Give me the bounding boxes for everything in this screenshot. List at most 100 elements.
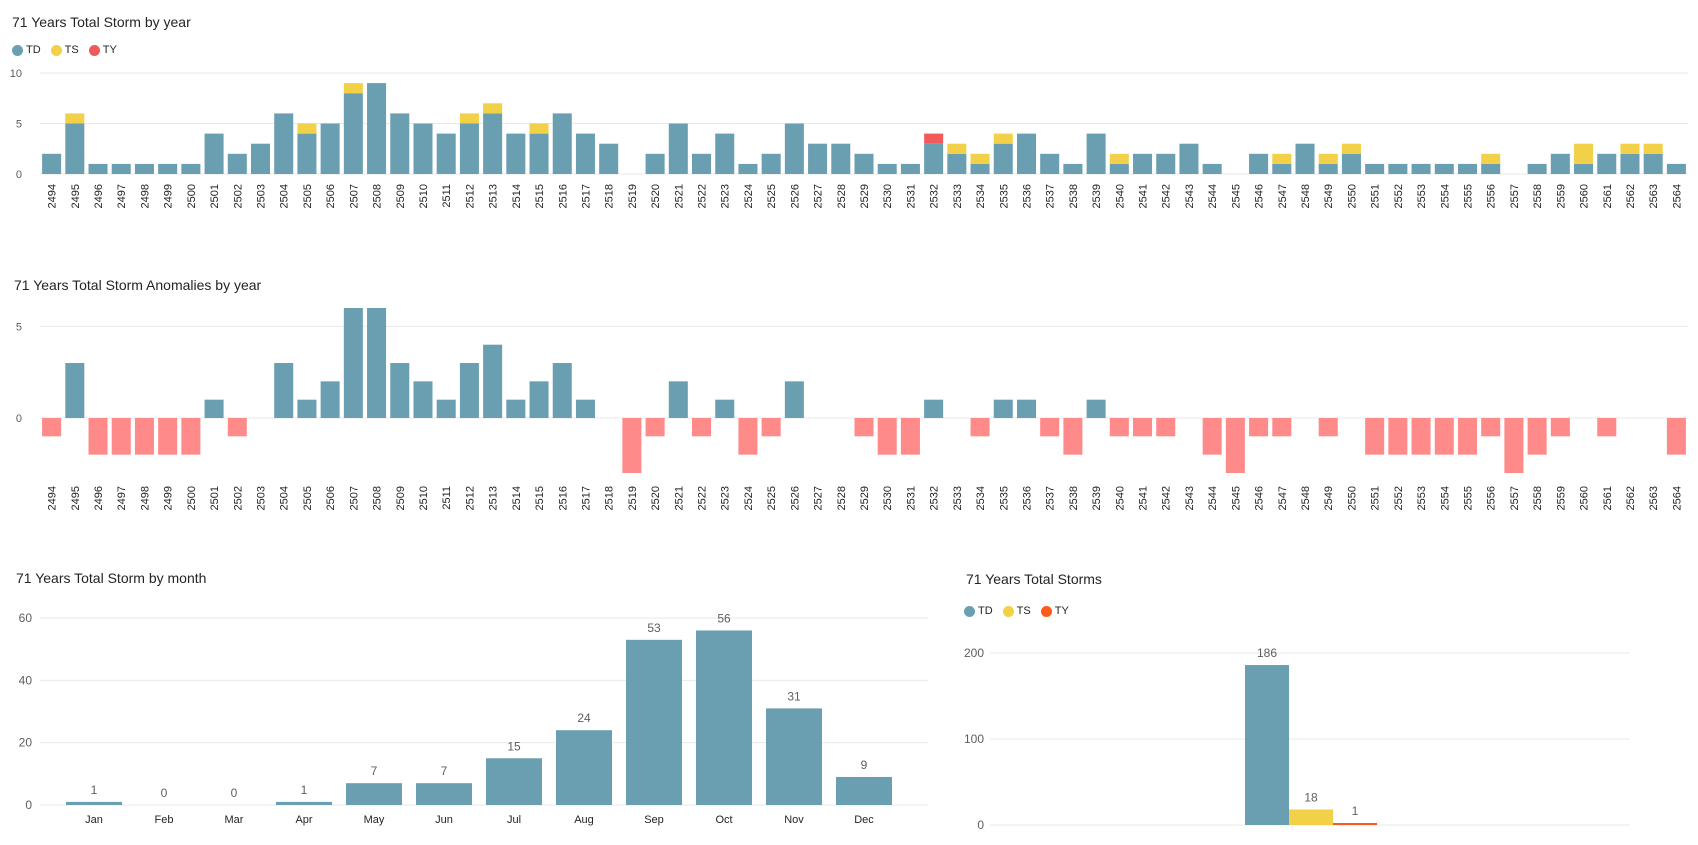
- bar-td: [1109, 163, 1129, 174]
- x-tick-label: 2511: [441, 486, 453, 510]
- bar-positive: [390, 363, 410, 418]
- bar: [486, 758, 542, 805]
- legend-item-td[interactable]: TD: [12, 44, 41, 56]
- y-tick-label: 20: [19, 736, 33, 750]
- y-tick-label: 40: [19, 673, 33, 687]
- x-tick-label: 2524: [743, 184, 755, 208]
- bar-td: [1620, 153, 1640, 174]
- x-tick-label: 2512: [464, 184, 476, 208]
- bar-td: [1249, 153, 1269, 174]
- bar: [626, 639, 682, 805]
- bar-positive: [924, 399, 944, 418]
- x-tick-label: Feb: [155, 814, 174, 826]
- x-tick-label: 2543: [1184, 486, 1196, 510]
- x-tick-label: 2537: [1045, 486, 1057, 510]
- x-tick-label: 2561: [1602, 486, 1614, 510]
- x-tick-label: Aug: [574, 814, 594, 826]
- bar-positive: [459, 363, 479, 418]
- bar-ts: [1318, 153, 1338, 164]
- data-label: 1: [301, 783, 308, 797]
- bar-td: [1179, 143, 1199, 174]
- bar-td: [924, 143, 944, 174]
- x-tick-label: 2525: [766, 184, 778, 208]
- bar-negative: [1434, 418, 1454, 455]
- legend-item-ts[interactable]: TS: [1002, 605, 1031, 617]
- x-tick-label: 2562: [1625, 184, 1637, 208]
- bar-td: [947, 153, 967, 174]
- bar-td: [1133, 153, 1153, 174]
- bar-ts: [1341, 143, 1361, 154]
- bar-negative: [854, 418, 874, 437]
- bar-positive: [529, 381, 549, 418]
- bar: [766, 708, 822, 805]
- legend-item-td[interactable]: TD: [964, 605, 993, 617]
- bar-negative: [1156, 418, 1176, 437]
- bar-negative: [622, 418, 642, 473]
- bar-positive: [715, 399, 735, 418]
- bar-td: [645, 153, 665, 174]
- data-label: 7: [441, 764, 448, 778]
- y-tick-label: 100: [964, 732, 984, 746]
- bar-td: [1245, 665, 1289, 825]
- bar-td: [42, 153, 62, 174]
- bar-td: [1597, 153, 1617, 174]
- x-tick-label: 2541: [1138, 184, 1150, 208]
- x-tick-label: 2512: [464, 486, 476, 510]
- bar-ts: [970, 153, 990, 164]
- x-tick-label: 2540: [1114, 184, 1126, 208]
- legend-item-ty[interactable]: TY: [88, 44, 117, 56]
- x-tick-label: 2528: [836, 184, 848, 208]
- x-tick-label: 2542: [1161, 184, 1173, 208]
- x-tick-label: 2509: [395, 486, 407, 510]
- bar-td: [1086, 133, 1106, 174]
- legend-item-ty[interactable]: TY: [1040, 605, 1069, 617]
- x-tick-label: 2560: [1579, 184, 1591, 208]
- x-tick-label: 2533: [952, 486, 964, 510]
- bar-ts: [343, 83, 363, 94]
- x-tick-label: 2517: [580, 184, 592, 208]
- x-tick-label: 2501: [209, 184, 221, 208]
- x-tick-label: 2517: [580, 486, 592, 510]
- x-tick-label: Apr: [295, 814, 312, 826]
- bar-td: [367, 83, 387, 174]
- x-tick-label: 2564: [1671, 486, 1683, 510]
- bar-negative: [1365, 418, 1385, 455]
- x-tick-label: 2516: [557, 486, 569, 510]
- bar-ts: [1272, 153, 1292, 164]
- legend-dot-icon: [1002, 605, 1014, 617]
- x-tick-label: 2516: [557, 184, 569, 208]
- x-tick-label: Jun: [435, 814, 453, 826]
- x-tick-label: 2537: [1045, 184, 1057, 208]
- bar-td: [993, 143, 1013, 174]
- x-tick-label: 2536: [1021, 486, 1033, 510]
- x-tick-label: Dec: [854, 814, 874, 826]
- bar-ts: [1289, 809, 1333, 825]
- bar-negative: [761, 418, 781, 437]
- bar-negative: [1133, 418, 1153, 437]
- x-tick-label: 2513: [488, 486, 500, 510]
- x-tick-label: 2551: [1370, 184, 1382, 208]
- bar-td: [808, 143, 828, 174]
- x-tick-label: 2515: [534, 184, 546, 208]
- bar-negative: [1527, 418, 1547, 455]
- x-tick-label: 2494: [47, 184, 59, 208]
- chart-plot: 0 5 10 2494 2495 2496 2497 2498 2499 2500 2501 2502…: [10, 68, 1688, 208]
- bar-positive: [436, 399, 456, 418]
- bar-ts: [1481, 153, 1501, 164]
- chart-title: 71 Years Total Storm Anomalies by year: [14, 277, 262, 293]
- bar-td: [483, 113, 503, 174]
- bar-ts: [297, 123, 317, 134]
- bar-positive: [1016, 399, 1036, 418]
- bar-negative: [692, 418, 712, 437]
- x-tick-label: 2527: [813, 486, 825, 510]
- x-tick-label: 2505: [302, 184, 314, 208]
- bar-negative: [1666, 418, 1686, 455]
- x-tick-label: 2548: [1300, 184, 1312, 208]
- x-tick-label: 2526: [789, 184, 801, 208]
- bar-td: [1643, 153, 1663, 174]
- x-tick-label: 2527: [813, 184, 825, 208]
- x-tick-label: Oct: [715, 814, 732, 826]
- legend-item-ts[interactable]: TS: [50, 44, 79, 56]
- legend-dot-icon: [12, 44, 23, 56]
- x-tick-label: 2556: [1486, 486, 1498, 510]
